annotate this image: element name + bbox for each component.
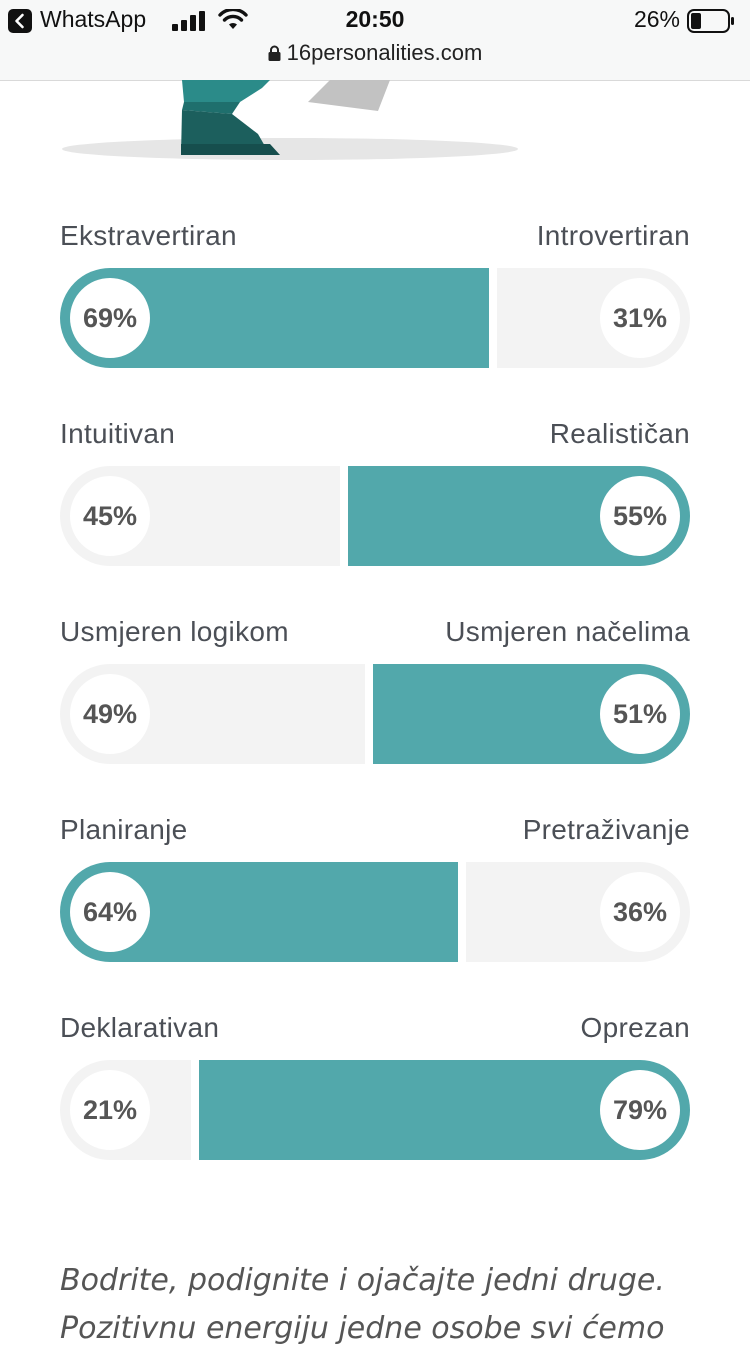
trait-left-label: Usmjeren logikom xyxy=(60,616,289,647)
trait-right-percent: 36% xyxy=(600,872,680,952)
trait-bar: 21% 79% xyxy=(60,1060,690,1160)
trait-right-percent: 79% xyxy=(600,1070,680,1150)
trait-assertive: Deklarativan Oprezan 21% 79% xyxy=(60,1012,690,1162)
lock-icon xyxy=(268,45,281,61)
trait-left-segment: 64% xyxy=(60,862,458,962)
trait-planning: Planiranje Pretraživanje 64% 36% xyxy=(60,814,690,964)
address-bar[interactable]: 16personalities.com xyxy=(0,40,750,66)
trait-bar: 45% 55% xyxy=(60,466,690,566)
trait-right-label: Oprezan xyxy=(580,1012,690,1043)
trait-left-label: Planiranje xyxy=(60,814,188,845)
trait-right-segment: 51% xyxy=(373,664,690,764)
trait-right-segment: 79% xyxy=(199,1060,690,1160)
trait-bar: 64% 36% xyxy=(60,862,690,962)
trait-left-percent: 49% xyxy=(70,674,150,754)
trait-left-segment: 21% xyxy=(60,1060,191,1160)
trait-bar: 69% 31% xyxy=(60,268,690,368)
clock: 20:50 xyxy=(345,6,405,32)
back-to-app-icon[interactable] xyxy=(8,9,32,33)
quote-line-1: Bodrite, podignite i ojačajte jedni drug… xyxy=(60,1263,665,1298)
trait-left-percent: 21% xyxy=(70,1070,150,1150)
trait-right-label: Pretraživanje xyxy=(522,814,690,845)
wifi-icon xyxy=(218,9,248,29)
trait-left-label: Ekstravertiran xyxy=(60,220,237,251)
trait-left-percent: 69% xyxy=(70,278,150,358)
trait-left-percent: 64% xyxy=(70,872,150,952)
trait-right-label: Introvertiran xyxy=(536,220,690,251)
trait-right-segment: 31% xyxy=(497,268,690,368)
url-text: 16personalities.com xyxy=(286,40,483,65)
back-app-label[interactable]: WhatsApp xyxy=(40,6,147,32)
trait-extraversion: Ekstravertiran Introvertiran 69% 31% xyxy=(60,220,690,370)
trait-right-percent: 51% xyxy=(600,674,680,754)
quote-line-2: Pozitivnu energiju jedne osobe svi ćemo xyxy=(60,1311,665,1346)
cell-signal-icon xyxy=(172,11,205,31)
quote-text: Bodrite, podignite i ojačajte jedni drug… xyxy=(60,1257,700,1353)
trait-intuition: Intuitivan Realističan 45% 55% xyxy=(60,418,690,568)
battery-icon xyxy=(687,9,734,33)
trait-left-label: Deklarativan xyxy=(60,1012,220,1043)
trait-right-percent: 31% xyxy=(600,278,680,358)
trait-right-label: Usmjeren načelima xyxy=(445,616,690,647)
trait-left-segment: 69% xyxy=(60,268,489,368)
personality-illustration xyxy=(62,80,518,160)
trait-bar: 49% 51% xyxy=(60,664,690,764)
trait-right-segment: 36% xyxy=(466,862,690,962)
trait-right-segment: 55% xyxy=(348,466,690,566)
trait-left-percent: 45% xyxy=(70,476,150,556)
browser-status-bar: WhatsApp 20:50 26% 16personalities.com xyxy=(0,0,750,81)
trait-left-label: Intuitivan xyxy=(60,418,176,449)
trait-left-segment: 45% xyxy=(60,466,340,566)
trait-right-percent: 55% xyxy=(600,476,680,556)
battery-percent: 26% xyxy=(633,6,680,32)
trait-left-segment: 49% xyxy=(60,664,365,764)
trait-right-label: Realističan xyxy=(549,418,690,449)
trait-thinking: Usmjeren logikom Usmjeren načelima 49% 5… xyxy=(60,616,690,766)
